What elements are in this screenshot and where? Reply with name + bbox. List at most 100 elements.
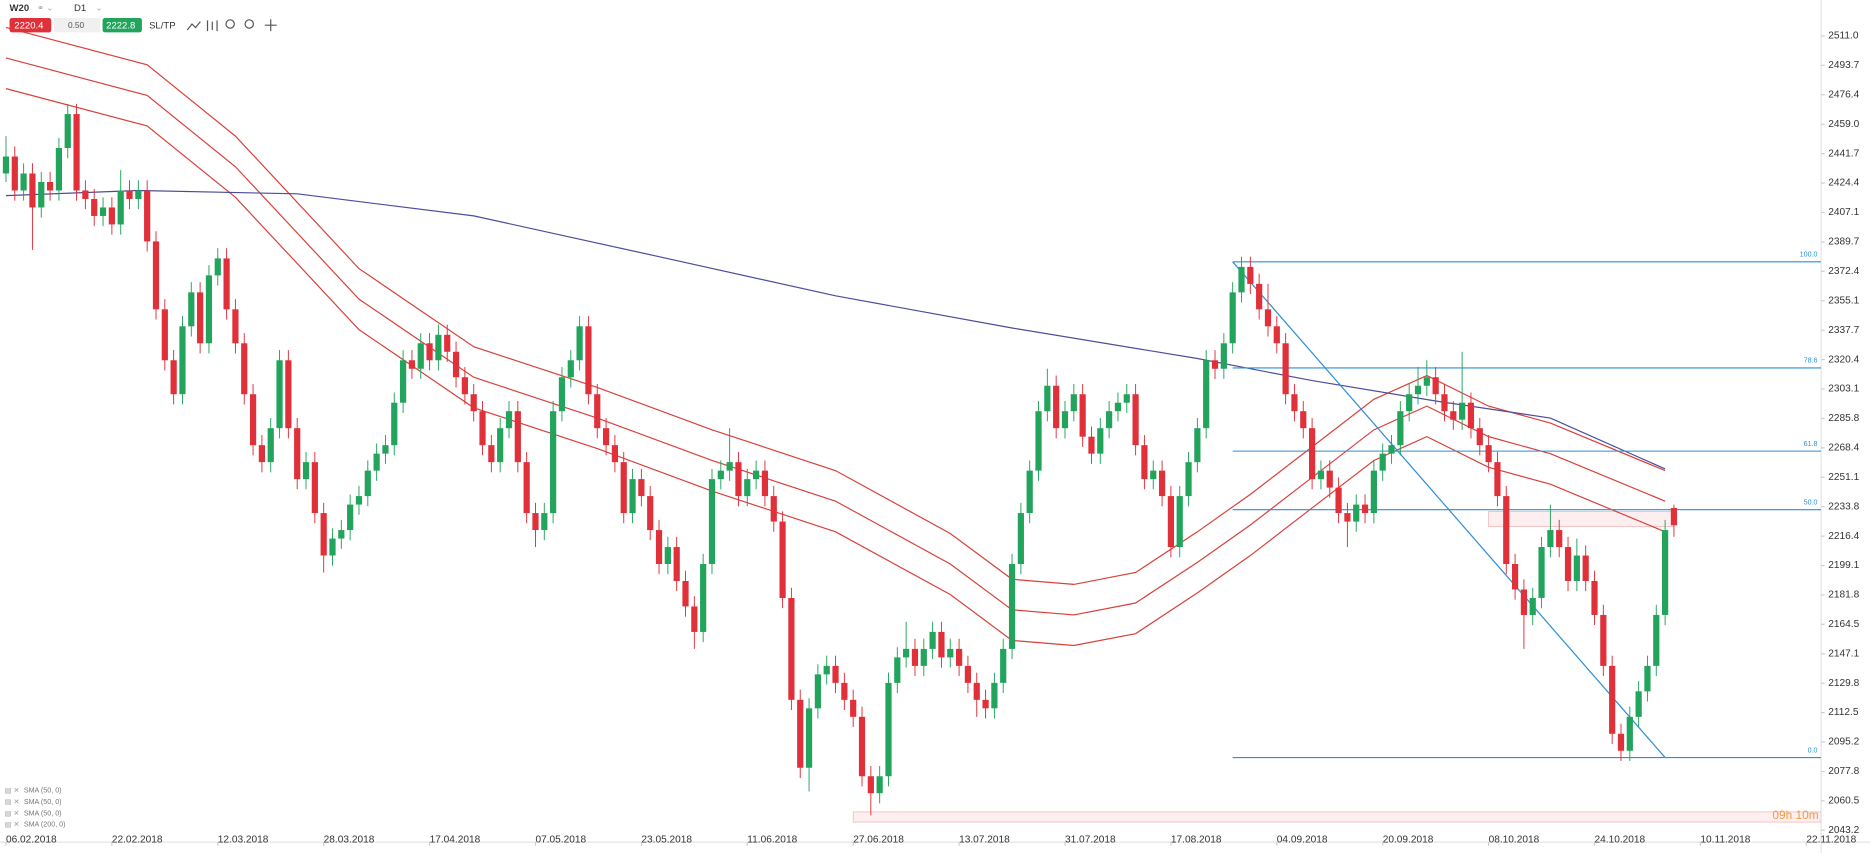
- candle-body: [1653, 614, 1660, 666]
- candle-body: [558, 377, 566, 412]
- x-tick-label: 28.03.2018: [324, 834, 375, 845]
- y-tick-label: 2095.2: [1828, 737, 1859, 748]
- candle-body: [850, 699, 857, 717]
- candle-body: [408, 360, 416, 369]
- candle-body: [938, 631, 945, 658]
- candle-body: [276, 360, 283, 429]
- interval[interactable]: D1: [74, 3, 86, 14]
- zoom-in-icon[interactable]: [244, 19, 255, 29]
- candle-body: [1379, 453, 1386, 471]
- x-tick-label: 11.06.2018: [747, 834, 797, 845]
- candle-body: [1370, 470, 1377, 514]
- zoom-out-icon[interactable]: [225, 19, 235, 29]
- candle-body: [1273, 326, 1280, 344]
- line-tool-icon[interactable]: [186, 21, 201, 31]
- y-tick-label: 2511.0: [1828, 31, 1859, 42]
- candle-body: [320, 513, 327, 556]
- candle-body: [46, 181, 54, 191]
- sltp-button[interactable]: SL/TP: [149, 20, 176, 31]
- candle-body: [1026, 470, 1033, 514]
- candle-body: [1441, 394, 1448, 412]
- x-tick-label: 17.04.2018: [430, 834, 481, 845]
- y-tick-label: 2233.8: [1828, 501, 1859, 512]
- ask-price[interactable]: 2222.8: [106, 20, 135, 31]
- candle-body: [364, 470, 371, 497]
- candle-body: [294, 428, 301, 480]
- y-tick-label: 2372.4: [1828, 266, 1859, 277]
- interval-dropdown[interactable]: ⌄: [95, 3, 102, 13]
- candle-body: [532, 513, 539, 531]
- candle-body: [20, 173, 27, 191]
- candle-body: [1088, 436, 1095, 454]
- fib-label: 50.0: [1804, 498, 1818, 506]
- indicator-icon: ▤ ✕: [5, 798, 20, 806]
- y-tick-label: 2459.0: [1828, 119, 1859, 130]
- candle-body: [973, 682, 980, 700]
- y-tick-label: 2355.1: [1828, 295, 1859, 306]
- candle-body: [1008, 564, 1016, 649]
- candle-body: [170, 360, 177, 395]
- candle-body: [858, 716, 866, 777]
- candle-body: [744, 479, 751, 497]
- candle-body: [117, 190, 124, 225]
- candle-body: [1053, 385, 1060, 429]
- toolbar[interactable]: W20 ⚭ ⌄ D1 ⌄ 2220.4 0.50 2222.8 SL/TP: [9, 3, 277, 33]
- candle-body: [991, 682, 998, 709]
- candle-body: [1238, 266, 1245, 293]
- candle-body: [1300, 411, 1307, 429]
- candle-body: [188, 292, 195, 327]
- buy-button[interactable]: [102, 18, 142, 33]
- candle-body: [470, 394, 477, 412]
- candle-body: [1406, 394, 1413, 412]
- y-tick-label: 2077.8: [1828, 766, 1859, 777]
- x-tick-label: 27.06.2018: [853, 834, 904, 845]
- candle-body: [1423, 377, 1430, 386]
- candle-body: [1582, 555, 1589, 581]
- candle-body: [1194, 428, 1201, 463]
- link-icon[interactable]: ⚭ ⌄: [37, 3, 53, 13]
- x-tick-label: 22.11.2018: [1806, 834, 1856, 845]
- crosshair-icon[interactable]: [264, 19, 277, 32]
- candle-body: [708, 479, 716, 565]
- fib-label: 100.0: [1800, 251, 1818, 259]
- candle-body: [1494, 462, 1501, 497]
- candle-body: [955, 648, 963, 666]
- spread[interactable]: 0.50: [68, 20, 85, 30]
- candle-body: [541, 513, 548, 531]
- candle-body: [576, 326, 583, 361]
- candle-body: [267, 428, 274, 463]
- y-tick-label: 2493.7: [1828, 60, 1859, 71]
- bid-price[interactable]: 2220.4: [14, 20, 44, 31]
- candle-body: [823, 665, 830, 675]
- candle-body: [241, 343, 248, 395]
- axes: 2511.0 2493.7 2476.4 2459.0 2441.7 2424.4 2407…: [5, 31, 1860, 846]
- candle-body: [814, 674, 821, 709]
- candle-body: [1097, 428, 1104, 454]
- candle-body: [91, 198, 98, 216]
- y-tick-label: 2407.1: [1828, 207, 1859, 218]
- y-tick-label: 2303.1: [1828, 384, 1859, 395]
- candle-body: [691, 606, 698, 632]
- candle-body: [655, 530, 663, 565]
- candle-body: [761, 470, 769, 497]
- candle-tool-icon[interactable]: [206, 20, 218, 32]
- candle-body: [1344, 513, 1351, 522]
- candle-body: [444, 334, 451, 352]
- candle-body: [753, 470, 760, 480]
- volume-box[interactable]: [53, 18, 101, 33]
- candle-body: [1670, 507, 1678, 526]
- candle-body: [682, 580, 689, 607]
- candle-body: [1203, 360, 1210, 429]
- candle-body: [1106, 411, 1113, 429]
- candle-body: [805, 708, 813, 768]
- symbol[interactable]: W20: [10, 3, 30, 14]
- candle-body: [55, 148, 63, 191]
- candle-body: [832, 665, 839, 683]
- y-tick-label: 2337.7: [1828, 325, 1859, 336]
- candle-body: [232, 309, 239, 344]
- candle-body: [1220, 343, 1227, 369]
- candle-body: [1141, 445, 1148, 480]
- sell-button[interactable]: [9, 18, 52, 33]
- candle-body: [1520, 589, 1528, 615]
